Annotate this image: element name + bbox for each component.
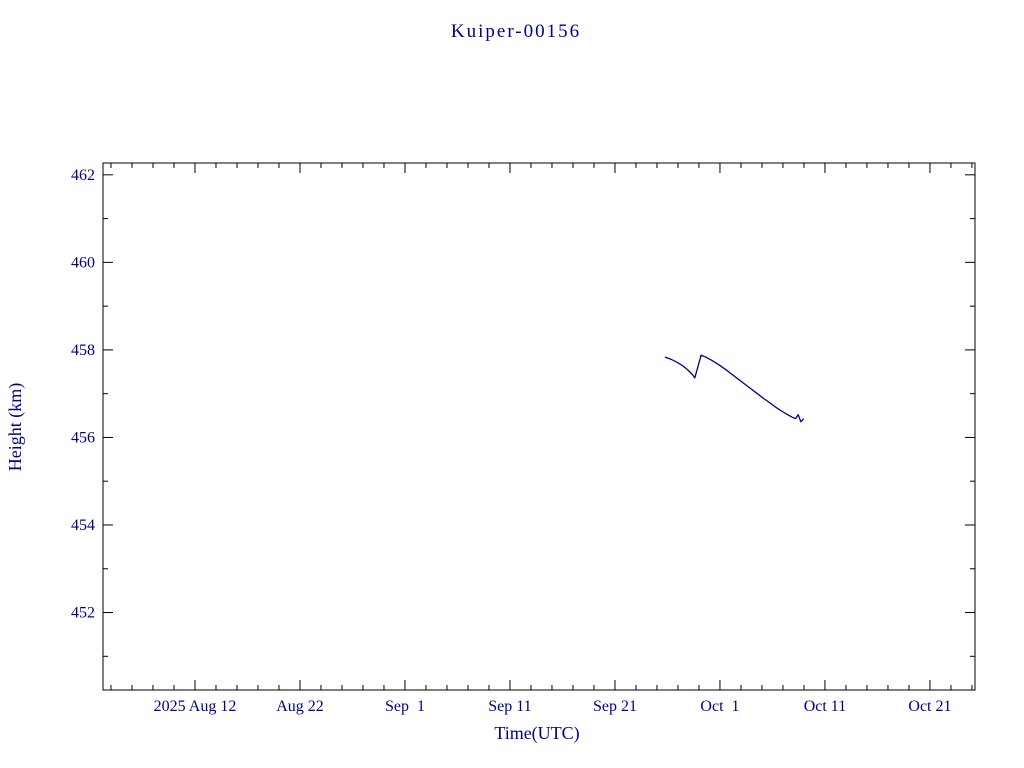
x-tick-label: 2025 Aug 12 — [154, 698, 237, 715]
x-axis-label: Time(UTC) — [494, 723, 579, 744]
y-tick-label: 452 — [71, 605, 95, 622]
plot-frame — [102, 162, 976, 691]
x-tick-label: Oct 1 — [700, 698, 739, 715]
height-series-line — [664, 354, 805, 423]
y-axis-label: Height (km) — [5, 383, 26, 471]
y-tick-label: 454 — [71, 517, 95, 534]
y-tick-label: 456 — [71, 429, 95, 446]
plot-area: 2025 Aug 12 Aug 22 Sep 1 Sep 11 Sep 21 Oct 1 O… — [71, 162, 976, 715]
chart-title: Kuiper-00156 — [451, 21, 581, 42]
x-tick-label: Sep 11 — [488, 698, 531, 715]
x-tick-label: Sep 1 — [385, 698, 425, 715]
y-tick-label: 462 — [71, 167, 95, 184]
y-tick-label: 458 — [71, 342, 95, 359]
y-tick-label: 460 — [71, 254, 95, 271]
x-tick-label: Aug 22 — [276, 698, 324, 715]
x-tick-label: Oct 21 — [908, 698, 951, 715]
x-tick-label: Oct 11 — [804, 698, 847, 715]
x-tick-label: Sep 21 — [593, 698, 637, 715]
